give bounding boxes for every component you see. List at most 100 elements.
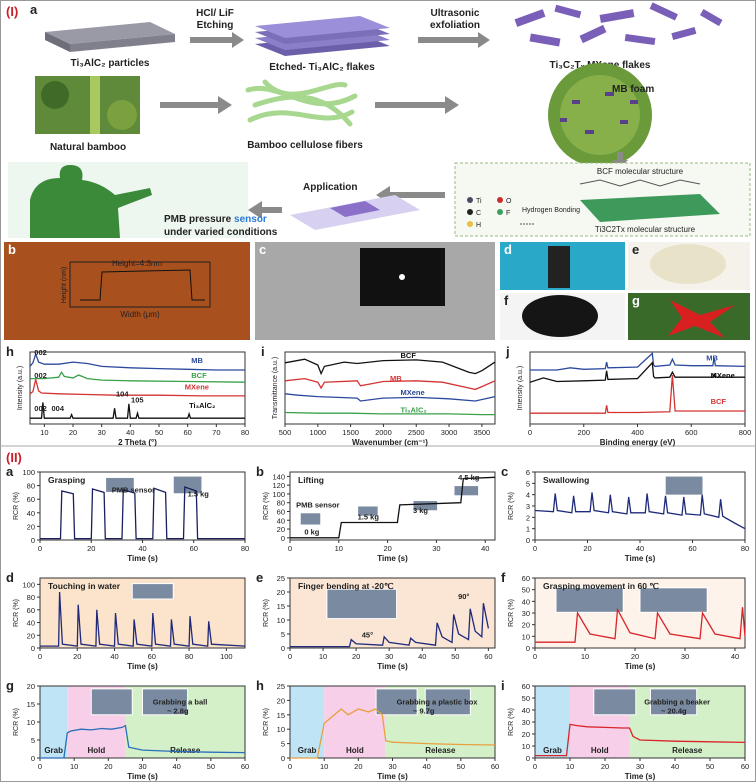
y-tick-label: 20 bbox=[277, 588, 285, 597]
y-tick-label: 20 bbox=[27, 682, 35, 691]
inset-photo bbox=[172, 475, 203, 495]
arrow bbox=[190, 32, 244, 48]
x-tick-label: 400 bbox=[631, 428, 644, 437]
phase-band bbox=[290, 686, 325, 758]
x-tick-label: 30 bbox=[138, 762, 146, 771]
y-tick-label: 0 bbox=[31, 754, 35, 763]
x-tick-label: 2000 bbox=[375, 428, 392, 437]
panel-letter: e bbox=[256, 570, 263, 585]
y-tick-label: 20 bbox=[522, 730, 530, 739]
x-tick-label: 0 bbox=[38, 544, 42, 553]
inset-photo bbox=[142, 688, 189, 716]
application-label: PMB pressure bbox=[164, 214, 234, 225]
y-tick-label: 5 bbox=[526, 479, 530, 488]
y-tick-label: 10 bbox=[27, 718, 35, 727]
series-line bbox=[535, 607, 746, 643]
y-tick-label: 30 bbox=[522, 718, 530, 727]
series-line bbox=[284, 377, 496, 391]
step-label: Application bbox=[303, 182, 357, 193]
part-label: (II) bbox=[6, 450, 22, 465]
y-tick-label: 10 bbox=[277, 725, 285, 734]
y-tick-label: 0 bbox=[281, 534, 285, 543]
series-line bbox=[290, 708, 496, 759]
y-tick-label: 25 bbox=[277, 682, 285, 691]
x-tick-label: 0 bbox=[288, 652, 292, 661]
legend-label: Ti bbox=[476, 198, 482, 205]
x-tick-label: 0 bbox=[38, 652, 42, 661]
x-tick-label: 40 bbox=[110, 652, 118, 661]
series-line bbox=[284, 411, 495, 416]
y-tick-label: 0 bbox=[526, 754, 530, 763]
legend-label: F bbox=[506, 210, 510, 217]
x-tick-label: 40 bbox=[481, 544, 489, 553]
y-axis-label: Intensity (a.u.) bbox=[517, 366, 524, 410]
panel-a-schematic: (I) a Ti₃AlC₂ particles HCl/ LiF Etching… bbox=[6, 2, 751, 238]
application-label: PMB pressure sensor bbox=[164, 214, 267, 225]
annotation: 002 bbox=[34, 348, 47, 357]
step-label: Bamboo cellulose fibers bbox=[247, 140, 363, 151]
annotation: Grabbing a plastic box bbox=[397, 698, 479, 707]
annotation: 002 bbox=[34, 371, 47, 380]
y-tick-label: 60 bbox=[27, 606, 35, 615]
foam-flakes bbox=[560, 92, 638, 134]
inset-photo bbox=[299, 512, 322, 526]
y-tick-label: 20 bbox=[277, 525, 285, 534]
plot-title: Grasping movement in 60 ℃ bbox=[543, 581, 659, 591]
panel-letter: a bbox=[6, 464, 14, 479]
x-axis-label: Time (s) bbox=[127, 554, 158, 563]
series-line bbox=[29, 352, 245, 371]
y-tick-label: 5 bbox=[31, 736, 35, 745]
annotation: 1.5 kg bbox=[358, 513, 380, 522]
plot-title: Lifting bbox=[298, 475, 324, 485]
saed-spot bbox=[399, 274, 405, 280]
inset-photo bbox=[412, 500, 439, 512]
arrow bbox=[376, 186, 445, 204]
vial bbox=[548, 246, 570, 288]
series-label: MB bbox=[706, 354, 718, 363]
x-tick-label: 500 bbox=[279, 428, 292, 437]
inset-photo bbox=[664, 475, 704, 496]
y-tick-label: 80 bbox=[277, 499, 285, 508]
panel-letter: j bbox=[505, 344, 510, 359]
phase-label: Release bbox=[672, 746, 703, 755]
inset-photo bbox=[650, 688, 698, 716]
micrographs: b Height=4.3nm Height (nm) Width (μm) c … bbox=[4, 242, 750, 340]
foam bbox=[560, 75, 640, 155]
chain bbox=[579, 179, 701, 187]
y-tick-label: 0 bbox=[281, 754, 285, 763]
part-label: (I) bbox=[6, 4, 18, 19]
plot-title: Touching in water bbox=[48, 581, 121, 591]
application-label: under varied conditions bbox=[164, 227, 278, 238]
x-tick-label: 50 bbox=[155, 428, 163, 437]
y-axis-label: RCR (%) bbox=[13, 599, 20, 627]
legend: Ti O C F H Hydrogen Bonding bbox=[467, 197, 580, 229]
y-tick-label: 100 bbox=[22, 468, 35, 477]
series-label: MB bbox=[191, 356, 203, 365]
inset-photo bbox=[453, 485, 480, 497]
x-tick-label: 30 bbox=[385, 652, 393, 661]
y-tick-label: 20 bbox=[277, 696, 285, 705]
panel-letter: h bbox=[6, 344, 14, 359]
inset-photo bbox=[326, 588, 398, 620]
x-axis-label: Time (s) bbox=[377, 772, 408, 781]
arrow bbox=[418, 32, 490, 48]
application-label: sensor bbox=[234, 214, 267, 225]
inset-photo bbox=[593, 688, 637, 716]
y-tick-label: 10 bbox=[522, 742, 530, 751]
afm-label: Width (μm) bbox=[120, 310, 160, 319]
x-tick-label: 10 bbox=[566, 762, 574, 771]
panel-letter: c bbox=[501, 464, 508, 479]
x-axis-label: Time (s) bbox=[377, 554, 408, 563]
x-tick-label: 40 bbox=[636, 544, 644, 553]
annotation: 0 kg bbox=[304, 528, 319, 537]
x-tick-label: 1000 bbox=[309, 428, 326, 437]
panel-letter: d bbox=[6, 570, 14, 585]
x-axis-label: Binding energy (eV) bbox=[600, 438, 676, 447]
x-tick-label: 20 bbox=[583, 544, 591, 553]
annotation: Grabbing a ball bbox=[153, 698, 208, 707]
step-label: Natural bamboo bbox=[50, 142, 126, 153]
series-line bbox=[535, 723, 746, 757]
y-tick-label: 120 bbox=[272, 481, 285, 490]
y-tick-label: 60 bbox=[522, 682, 530, 691]
x-axis-label: 2 Theta (°) bbox=[118, 438, 157, 447]
